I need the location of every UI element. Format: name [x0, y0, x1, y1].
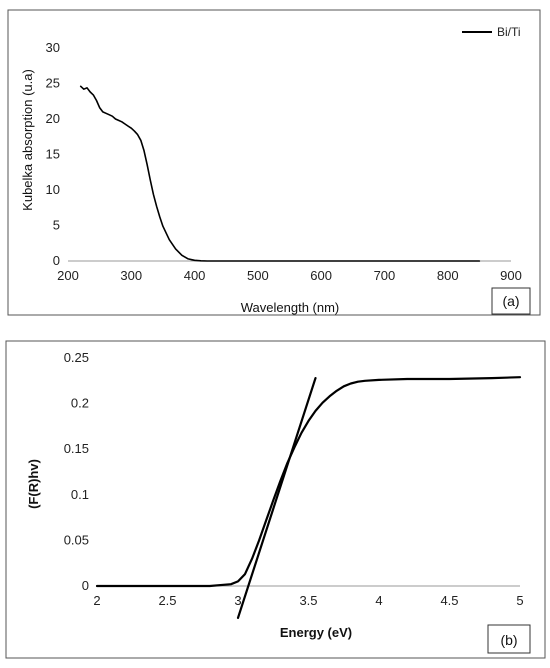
panel-a-y-tick-3: 15 [46, 147, 60, 162]
panel-a-tag-box [491, 287, 531, 315]
panel-a-y-tick-0: 0 [53, 253, 60, 268]
panel-a-x-tick-5: 700 [374, 268, 396, 283]
panel-b-x-tick-5: 4.5 [440, 593, 458, 608]
panel-a-x-tick-1: 300 [120, 268, 142, 283]
panel-a-y-tick-6: 30 [46, 40, 60, 55]
panel-b-x-tick-2: 3 [234, 593, 241, 608]
panel-b-y-tick-1: 0.05 [64, 532, 89, 547]
panel-b-series [95, 376, 522, 620]
panel-a-y-tick-4: 20 [46, 111, 60, 126]
panel-b-x-tick-1: 2.5 [158, 593, 176, 608]
panel-b-x-tick-3: 3.5 [299, 593, 317, 608]
panel-a-x-tick-6: 800 [437, 268, 459, 283]
panel-a-y-tick-1: 5 [53, 218, 60, 233]
panel-b-y-axis-label: (F(R)hv) [26, 459, 41, 509]
panel-a-frame [7, 9, 541, 316]
panel-a-y-tick-labels: 0 5 10 15 20 25 30 [46, 40, 60, 268]
panel-b-y-tick-labels: 0 0.05 0.1 0.15 0.2 0.25 [64, 350, 89, 593]
panel-b-y-tick-3: 0.15 [64, 441, 89, 456]
panel-a-x-tick-7: 900 [500, 268, 522, 283]
panel-a-y-tick-2: 10 [46, 182, 60, 197]
panel-b-x-tick-labels: 2 2.5 3 3.5 4 4.5 5 [93, 593, 523, 608]
panel-a-x-tick-3: 500 [247, 268, 269, 283]
panel-a-y-tick-5: 25 [46, 76, 60, 91]
panel-a: 0 5 10 15 20 25 30 200 300 400 500 600 700 800 900 Wa… [7, 9, 541, 316]
panel-b-series-line-1 [236, 377, 317, 620]
panel-b-series-line-0 [95, 376, 522, 588]
panel-b-tag: (b) [500, 632, 517, 648]
panel-b-x-tick-4: 4 [375, 593, 382, 608]
panel-a-legend: Bi/Ti [462, 25, 521, 39]
panel-a-x-tick-4: 600 [310, 268, 332, 283]
panel-a-series-line-0 [79, 85, 481, 262]
panel-a-x-tick-2: 400 [184, 268, 206, 283]
panel-b-y-tick-0: 0 [82, 578, 89, 593]
panel-b-y-tick-2: 0.1 [71, 487, 89, 502]
panel-a-x-tick-0: 200 [57, 268, 79, 283]
panel-b-y-tick-4: 0.2 [71, 396, 89, 411]
panel-b-x-tick-0: 2 [93, 593, 100, 608]
panel-b-frame [5, 340, 546, 659]
panel-b-x-tick-6: 5 [516, 593, 523, 608]
panel-a-y-axis-label: Kubelka absorption (u.a) [20, 69, 35, 211]
panel-b-x-axis-label: Energy (eV) [280, 625, 352, 640]
panel-b-y-tick-5: 0.25 [64, 350, 89, 365]
panel-a-x-tick-labels: 200 300 400 500 600 700 800 900 [57, 268, 522, 283]
panel-a-x-axis-label: Wavelength (nm) [241, 300, 340, 315]
panel-b-tag-box [487, 624, 531, 654]
panel-a-series [79, 85, 481, 262]
legend-label-bi-ti: Bi/Ti [497, 25, 521, 39]
panel-b: 0 0.05 0.1 0.15 0.2 0.25 2 2.5 3 3.5 4 4.5 5 Energy… [5, 340, 546, 659]
panel-a-tag: (a) [502, 293, 519, 309]
